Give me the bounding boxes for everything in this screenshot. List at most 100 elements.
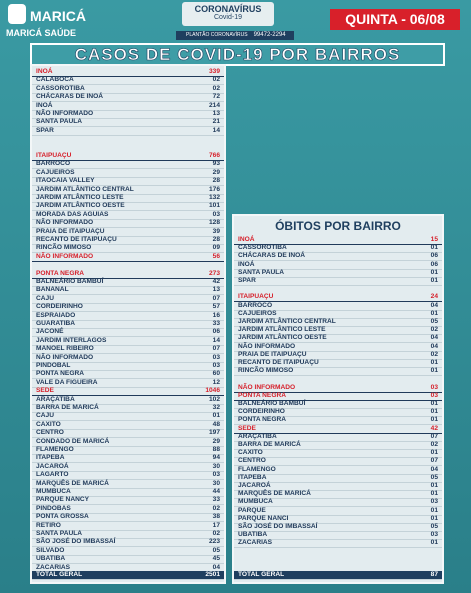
neighborhood: PARQUE NANCY	[36, 496, 89, 504]
count: 02	[212, 530, 220, 537]
count: 07	[430, 432, 438, 440]
row: PINDOBAS 02	[32, 505, 224, 514]
count: 02	[212, 84, 220, 92]
neighborhood: RECANTO DE ITAIPUAÇU	[36, 236, 117, 243]
row: MANOEL RIBEIRO 07	[32, 345, 224, 355]
row: ARAÇATIBA 07	[234, 433, 442, 442]
count: 13	[212, 110, 220, 117]
row: BANANAL 13	[32, 286, 224, 296]
neighborhood: NÃO INFORMADO	[238, 383, 296, 391]
row: BARRA DE MARICÁ 32	[32, 404, 224, 413]
count: 09	[212, 244, 220, 252]
cases-panel: INOÁ 339 CALABOCA 02 CASSOROTIBA 02 CHÁCARAS D…	[30, 64, 226, 584]
count: 197	[208, 429, 220, 437]
row: CORDEIRINHO 01	[234, 408, 442, 418]
count: 30	[212, 479, 220, 487]
row: ITAPEBA 05	[234, 474, 442, 483]
row: VALE DA FIGUEIRA 12	[32, 379, 224, 388]
neighborhood: ITAIPUAÇU	[36, 152, 72, 159]
row: JACAROÁ 30	[32, 463, 224, 472]
row: ESPRAIADO 16	[32, 312, 224, 321]
group-header: INOÁ 339	[32, 68, 224, 77]
row: CAXITO 48	[32, 421, 224, 430]
row: CAJU 07	[32, 295, 224, 304]
neighborhood: ITAPEBA	[36, 454, 65, 462]
neighborhood: INOÁ	[36, 101, 53, 109]
row: GUARATIBA 33	[32, 320, 224, 329]
row: ZACARIAS 01	[234, 539, 442, 549]
neighborhood: ZACARIAS	[238, 539, 273, 547]
neighborhood: CASSOROTIBA	[36, 84, 85, 92]
neighborhood: PONTA NEGRA	[36, 370, 84, 378]
count: 01	[430, 490, 438, 498]
row: NÃO INFORMADO 128	[32, 219, 224, 229]
row: RINCÃO MIMOSO 01	[234, 367, 442, 377]
count: 32	[212, 404, 220, 411]
neighborhood: CAJU	[36, 412, 54, 420]
neighborhood: FLAMENGO	[36, 446, 74, 453]
count: 17	[212, 521, 220, 529]
group-header: SEDE 42	[234, 425, 442, 434]
count: 04	[430, 465, 438, 473]
row: CAJU 01	[32, 412, 224, 422]
row: JARDIM ATLÂNTICO LESTE 02	[234, 326, 442, 336]
row: FLAMENGO 88	[32, 446, 224, 455]
row: CENTRO 197	[32, 429, 224, 439]
count: 766	[208, 152, 220, 159]
neighborhood: NÃO INFORMADO	[238, 342, 296, 350]
count: 03	[430, 531, 438, 539]
count: 93	[212, 160, 220, 168]
count: 03	[212, 353, 220, 361]
row: CONDADO DE MARICÁ 29	[32, 438, 224, 447]
banner-sub: Covid-19	[213, 14, 242, 21]
count: 01	[430, 359, 438, 366]
row: RECANTO DE ITAIPUAÇU 28	[32, 236, 224, 245]
neighborhood: NÃO INFORMADO	[36, 252, 94, 260]
row: JARDIM ATLÂNTICO LESTE 132	[32, 194, 224, 203]
count: 14	[212, 126, 220, 134]
count: 04	[430, 342, 438, 350]
neighborhood: CALABOCA	[36, 76, 74, 84]
count: 42	[430, 424, 438, 432]
group-header: ITAIPUAÇU 24	[234, 293, 442, 303]
row: UBATIBA 45	[32, 555, 224, 565]
row: PONTA GROSSA 38	[32, 513, 224, 523]
neighborhood: CORDEIRINHO	[238, 408, 285, 416]
count: 14	[212, 336, 220, 344]
count: 05	[212, 546, 220, 554]
row: ITAPEBA 94	[32, 454, 224, 464]
row: PRAIA DE ITAIPUAÇU 02	[234, 351, 442, 360]
count: 01	[430, 482, 438, 489]
count: 05	[430, 473, 438, 481]
row: CHÁCARAS DE INOÁ 72	[32, 93, 224, 103]
count: 60	[212, 370, 220, 378]
row: JARDIM ATLÂNTICO OESTE 04	[234, 334, 442, 344]
neighborhood: CAXITO	[238, 449, 263, 457]
neighborhood: SPAR	[36, 126, 54, 134]
neighborhood: JARDIM ATLÂNTICO CENTRAL	[36, 185, 134, 193]
neighborhood: CORDEIRINHO	[36, 303, 83, 311]
row: PARQUE NANCI 01	[234, 515, 442, 524]
count: 128	[208, 219, 220, 227]
row: NÃO INFORMADO 03	[32, 354, 224, 363]
neighborhood: MUMBUCA	[36, 488, 71, 495]
count: 01	[430, 277, 438, 284]
neighborhood: BALNEÁRIO BAMBUÍ	[238, 400, 306, 407]
count: 214	[208, 101, 220, 109]
count: 01	[430, 400, 438, 407]
row: CENTRO 07	[234, 457, 442, 467]
count: 05	[430, 318, 438, 325]
neighborhood: CONDADO DE MARICÁ	[36, 437, 110, 445]
neighborhood: PRAIA DE ITAIPUAÇU	[238, 350, 307, 358]
row: CASSOROTIBA 02	[32, 85, 224, 94]
row: CAJUEIROS 01	[234, 310, 442, 319]
count: 2501	[205, 571, 220, 578]
count: 01	[430, 506, 438, 514]
count: 21	[212, 118, 220, 126]
hotline-bar: PLANTÃO CORONAVÍRUS 99472-2294	[176, 31, 294, 40]
title: CASOS DE COVID-19 POR BAIRROS	[30, 43, 445, 66]
row: PARQUE NANCY 33	[32, 496, 224, 506]
neighborhood: CHÁCARAS DE INOÁ	[238, 252, 306, 260]
neighborhood: ARAÇATIBA	[36, 395, 75, 403]
